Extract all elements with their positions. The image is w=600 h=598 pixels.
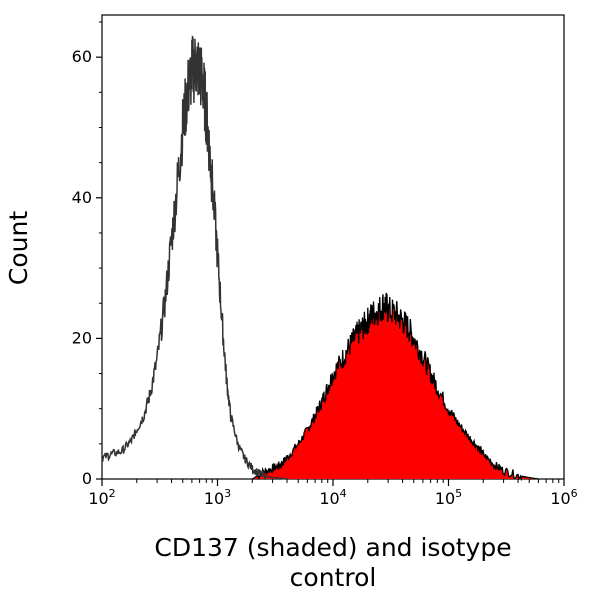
- y-tick-label: 40: [72, 188, 92, 207]
- x-tick-label: 102: [88, 487, 115, 508]
- x-tick-label: 103: [204, 487, 231, 508]
- x-axis-label-line2: control: [290, 563, 377, 592]
- x-tick-label: 105: [435, 487, 462, 508]
- x-tick-label: 106: [550, 487, 577, 508]
- series-line-isotype-control: [101, 35, 288, 480]
- ticks-layer: 0 20 40 60 102 103 104 105 106: [72, 21, 578, 508]
- series-layer: [101, 35, 539, 482]
- y-axis-label: Count: [4, 211, 33, 285]
- y-tick-label: 20: [72, 328, 92, 347]
- x-tick-label: 104: [319, 487, 346, 508]
- y-tick-label: 0: [82, 469, 92, 488]
- series-outline-cd137: [251, 292, 539, 482]
- series-fill-cd137: [252, 292, 539, 479]
- x-axis-label-line1: CD137 (shaded) and isotype: [154, 533, 511, 562]
- y-tick-label: 60: [72, 47, 92, 66]
